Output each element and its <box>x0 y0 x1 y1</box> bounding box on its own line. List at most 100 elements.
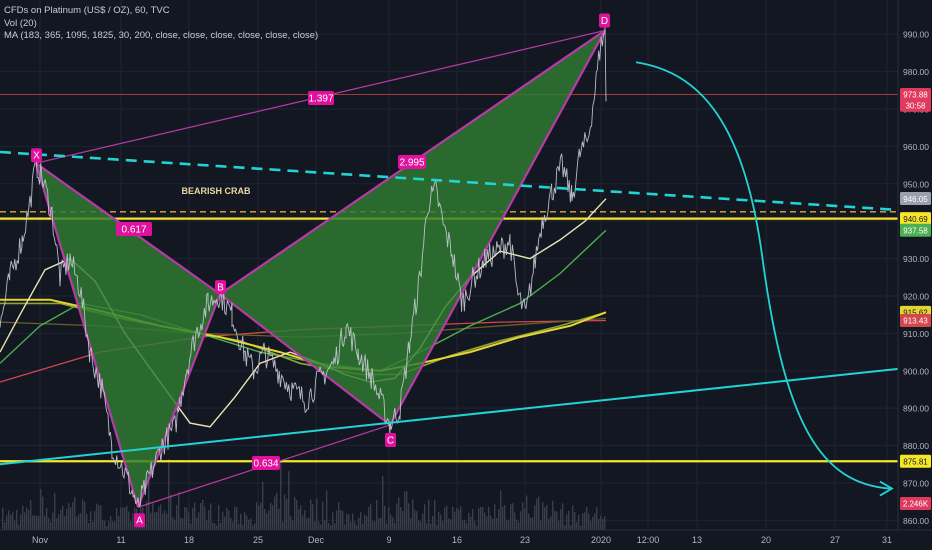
volume-bar <box>208 510 210 530</box>
volume-bar <box>348 514 350 530</box>
volume-bar <box>530 517 532 530</box>
ratio-label-text: 1.397 <box>308 94 333 105</box>
volume-bar <box>326 490 328 530</box>
volume-bar <box>422 513 424 530</box>
volume-bar <box>438 511 440 530</box>
volume-bar <box>496 517 498 530</box>
volume-bar <box>146 501 148 530</box>
ratio-label-bg <box>308 91 334 105</box>
volume-bar <box>586 507 588 530</box>
volume-bar <box>566 514 568 530</box>
volume-bar <box>10 514 12 530</box>
volume-bar <box>244 512 246 530</box>
x-tick-label: 11 <box>116 535 125 545</box>
volume-bar <box>368 507 370 530</box>
price-tag: 875.81 <box>900 454 931 468</box>
volume-bar <box>214 523 216 530</box>
price-tag: 30:58 <box>900 98 931 112</box>
x-tick-label: 20 <box>761 535 771 545</box>
volume-bar <box>490 515 492 530</box>
volume-bar <box>420 521 422 530</box>
volume-bar <box>14 520 16 530</box>
volume-bar <box>510 503 512 530</box>
volume-bar <box>162 513 164 530</box>
ratio-label-text: 2.995 <box>399 158 424 169</box>
price-tag-bg <box>900 223 931 237</box>
volume-bar <box>460 506 462 530</box>
volume-bar <box>20 514 22 530</box>
pattern-point-x-bg <box>31 148 42 163</box>
volume-bar <box>320 524 322 530</box>
price-tag-bg <box>900 98 931 112</box>
volume-bar <box>238 523 240 530</box>
volume-bar <box>268 510 270 530</box>
x-tick-label: 18 <box>184 535 194 545</box>
volume-bar <box>564 525 566 530</box>
volume-bar <box>532 517 534 530</box>
volume-bar <box>250 518 252 530</box>
volume-bar <box>372 520 374 530</box>
x-tick-label: Dec <box>308 535 325 545</box>
volume-bar <box>504 505 506 530</box>
volume-bar <box>394 522 396 530</box>
volume-bar <box>34 515 36 530</box>
volume-bar <box>402 510 404 530</box>
volume-bar <box>218 504 220 530</box>
x-tick-label: 23 <box>520 535 530 545</box>
volume-bar <box>300 505 302 530</box>
volume-bar <box>350 521 352 530</box>
x-tick-label: 27 <box>830 535 840 545</box>
price-tag-text: 946.05 <box>903 195 928 204</box>
volume-bar <box>342 511 344 530</box>
ratio-label: 0.634 <box>252 456 280 470</box>
volume-bar <box>2 507 4 530</box>
ratio-label: 1.397 <box>308 91 334 105</box>
volume-bar <box>170 494 172 530</box>
volume-bar <box>86 513 88 530</box>
pattern-point-b-bg <box>215 280 226 295</box>
volume-bar <box>28 509 30 530</box>
volume-bar <box>220 523 222 530</box>
volume-indicator: Vol (20) <box>4 17 37 29</box>
volume-bar <box>440 514 442 530</box>
price-tag: 937.58 <box>900 223 931 237</box>
volume-bar <box>8 510 10 530</box>
volume-bar <box>412 499 414 530</box>
volume-bar <box>362 523 364 530</box>
volume-bar <box>182 518 184 530</box>
volume-bar <box>88 523 90 530</box>
volume-bar <box>546 505 548 530</box>
volume-bar <box>6 515 8 530</box>
volume-bar <box>312 504 314 530</box>
volume-bar <box>392 517 394 530</box>
volume-bar <box>410 518 412 530</box>
volume-bar <box>474 521 476 530</box>
volume-bar <box>486 516 488 530</box>
volume-bar <box>206 520 208 530</box>
pattern-point-b: B <box>215 280 226 295</box>
volume-bar <box>174 519 176 530</box>
volume-bar <box>314 521 316 530</box>
volume-bar <box>500 490 502 530</box>
volume-bar <box>498 509 500 530</box>
x-tick-label: 16 <box>452 535 462 545</box>
volume-bar <box>470 516 472 530</box>
volume-bar <box>548 518 550 530</box>
volume-bar <box>70 507 72 530</box>
pattern-point-a: A <box>134 513 145 528</box>
volume-bar <box>230 517 232 530</box>
volume-bar <box>132 513 134 530</box>
volume-bar <box>340 509 342 530</box>
volume-bar <box>334 523 336 530</box>
x-tick-label: 12:00 <box>637 535 660 545</box>
volume-bar <box>488 506 490 530</box>
volume-bar <box>584 512 586 530</box>
x-tick-label: 25 <box>253 535 263 545</box>
volume-bar <box>128 511 130 530</box>
volume-bar <box>12 512 14 530</box>
price-tag-text: 940.69 <box>903 215 928 224</box>
pattern-point-c-bg <box>385 432 396 447</box>
volume-bar <box>358 517 360 530</box>
x-tick-label: 13 <box>692 535 702 545</box>
